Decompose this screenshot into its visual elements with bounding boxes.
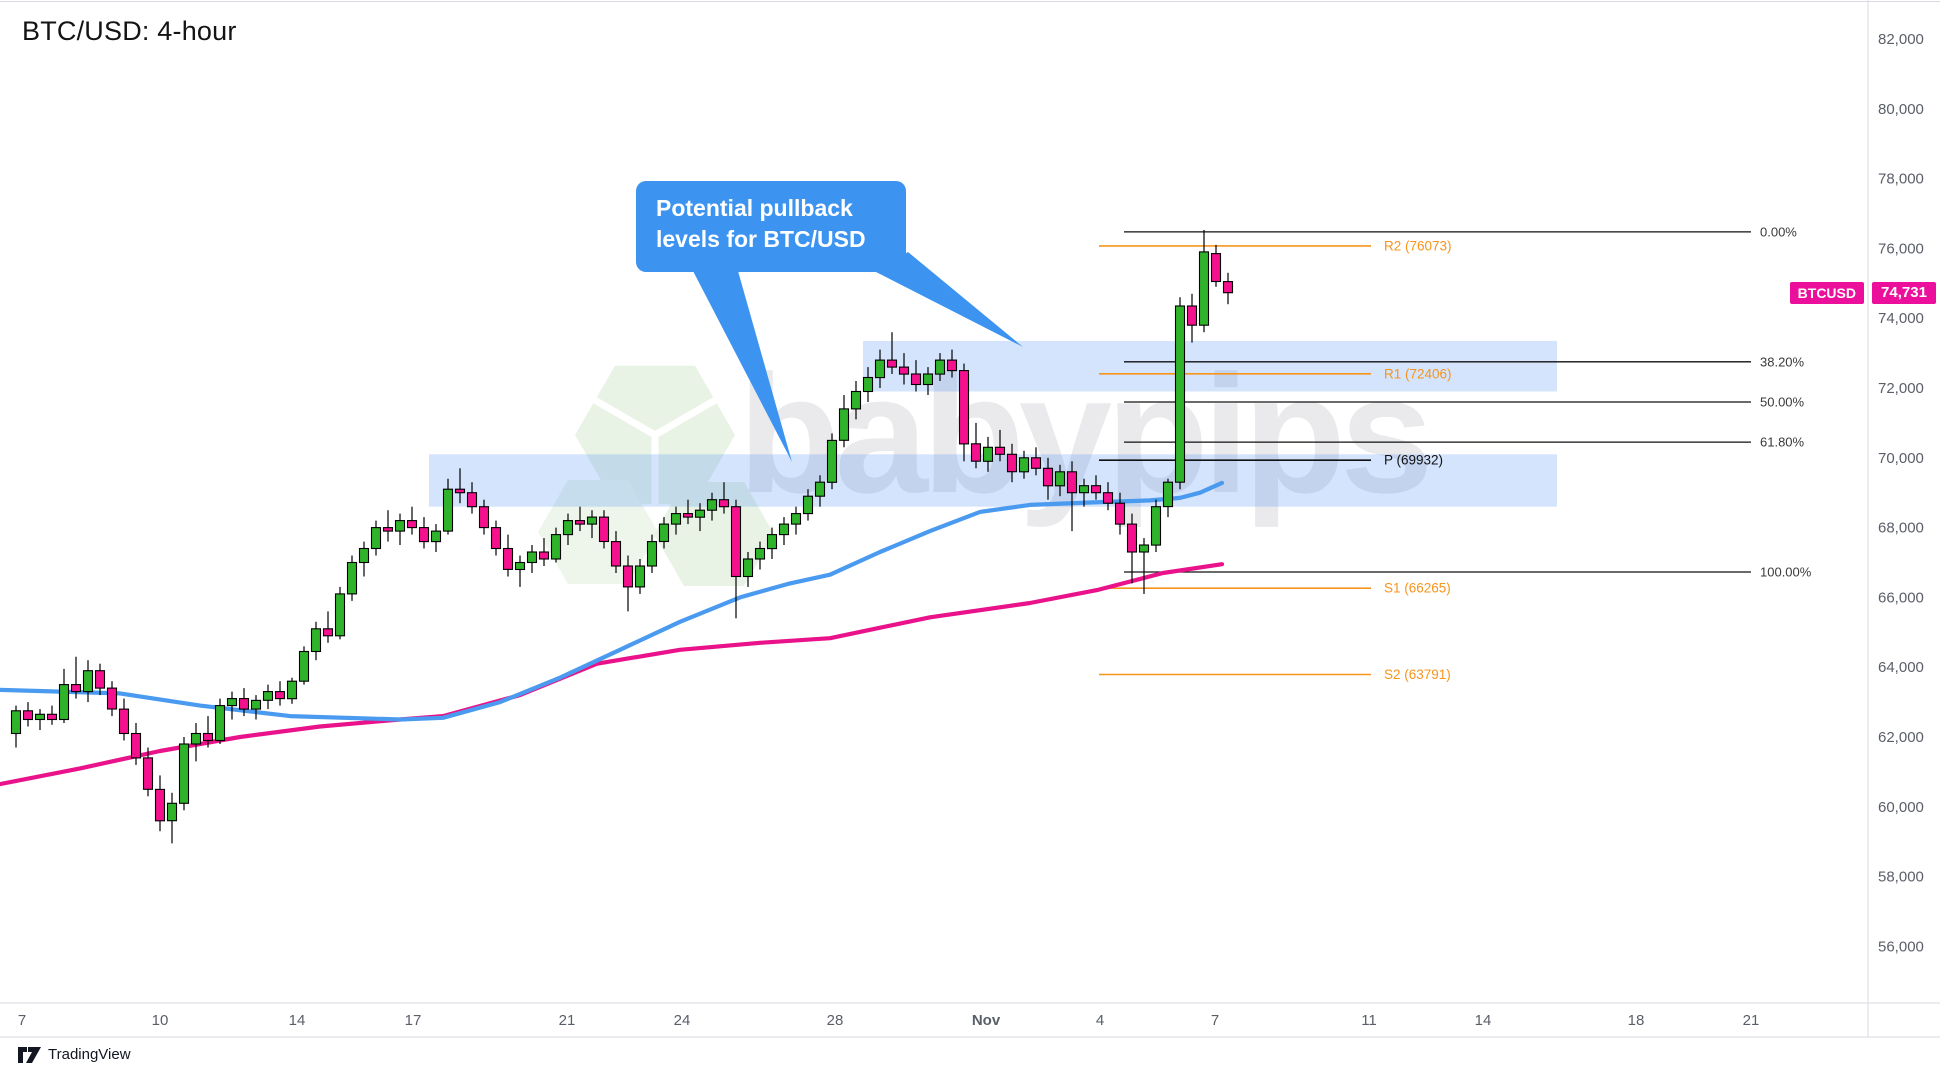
page-title: BTC/USD: 4-hour — [22, 16, 237, 47]
upper-pullback-zone[interactable] — [863, 340, 1557, 392]
price-tick-64,000: 64,000 — [1878, 659, 1924, 676]
time-tick-7: 7 — [18, 1012, 26, 1029]
tradingview-label: TradingView — [48, 1046, 131, 1063]
price-tick-82,000: 82,000 — [1878, 31, 1924, 48]
watermark-text: babypips — [738, 340, 1427, 528]
price-tick-70,000: 70,000 — [1878, 450, 1924, 467]
fib-label-50.00%: 50.00% — [1760, 395, 1805, 410]
callout-tail-2 — [876, 252, 1023, 347]
fib-label-61.80%: 61.80% — [1760, 435, 1805, 450]
price-tick-78,000: 78,000 — [1878, 171, 1924, 188]
price-axis[interactable]: 82,000 80,000 78,000 76,000 74,000 72,000 70,0… — [1878, 31, 1924, 955]
lower-pullback-zone[interactable] — [429, 454, 1557, 507]
babypips-watermark: babypips — [538, 340, 1433, 586]
pivot-label-P (69932): P (69932) — [1384, 453, 1443, 468]
price-tick-66,000: 66,000 — [1878, 589, 1924, 606]
candlestick-series[interactable] — [10, 229, 1234, 844]
price-tick-62,000: 62,000 — [1878, 729, 1924, 746]
symbol-price-tag: BTCUSD — [1789, 282, 1864, 304]
time-tick-11: 11 — [1361, 1012, 1377, 1029]
time-tick-7: 7 — [1211, 1012, 1219, 1029]
price-tick-60,000: 60,000 — [1878, 799, 1924, 816]
price-tick-68,000: 68,000 — [1878, 520, 1924, 537]
last-price-value: 74,731 — [1881, 284, 1927, 301]
moving-average-pink[interactable] — [0, 562, 1225, 787]
time-tick-21: 21 — [1743, 1012, 1760, 1029]
tradingview-logo-icon — [18, 1046, 41, 1063]
pivot-label-R2 (76073): R2 (76073) — [1384, 238, 1452, 253]
pivot-label-S1 (66265): S1 (66265) — [1384, 581, 1451, 596]
callout-line1: Potential pullback — [656, 195, 853, 221]
symbol-label: BTCUSD — [1797, 285, 1856, 301]
price-tick-80,000: 80,000 — [1878, 101, 1924, 118]
last-price-tag: 74,731 — [1872, 282, 1936, 304]
time-tick-24: 24 — [674, 1012, 691, 1029]
price-tick-56,000: 56,000 — [1878, 938, 1924, 955]
tradingview-attribution[interactable]: TradingView — [18, 1046, 131, 1063]
price-tick-74,000: 74,000 — [1878, 310, 1924, 327]
price-tick-72,000: 72,000 — [1878, 380, 1924, 397]
time-tick-17: 17 — [405, 1012, 422, 1029]
price-tick-58,000: 58,000 — [1878, 869, 1924, 886]
symbol-timeframe-label: BTC/USD: 4-hour — [22, 16, 237, 46]
callout-tail-1 — [693, 271, 792, 462]
callout-line2: levels for BTC/USD — [656, 226, 866, 252]
fib-label-38.20%: 38.20% — [1760, 354, 1805, 369]
time-tick-14: 14 — [1475, 1012, 1492, 1029]
time-tick-Nov: Nov — [972, 1012, 1001, 1029]
pivot-label-R1 (72406): R1 (72406) — [1384, 366, 1452, 381]
time-tick-10: 10 — [152, 1012, 169, 1029]
time-tick-28: 28 — [827, 1012, 844, 1029]
time-axis[interactable]: 7 10 14 17 21 24 28 Nov 4 7 11 14 18 21 — [18, 1012, 1760, 1029]
fib-label-0.00%: 0.00% — [1760, 224, 1797, 239]
pivot-label-S2 (63791): S2 (63791) — [1384, 667, 1451, 682]
price-tick-76,000: 76,000 — [1878, 240, 1924, 257]
annotation-callout[interactable]: Potential pullback levels for BTC/USD — [636, 181, 906, 272]
fib-label-100.00%: 100.00% — [1760, 565, 1812, 580]
time-tick-18: 18 — [1628, 1012, 1645, 1029]
time-tick-4: 4 — [1096, 1012, 1104, 1029]
time-tick-21: 21 — [559, 1012, 576, 1029]
time-tick-14: 14 — [289, 1012, 306, 1029]
